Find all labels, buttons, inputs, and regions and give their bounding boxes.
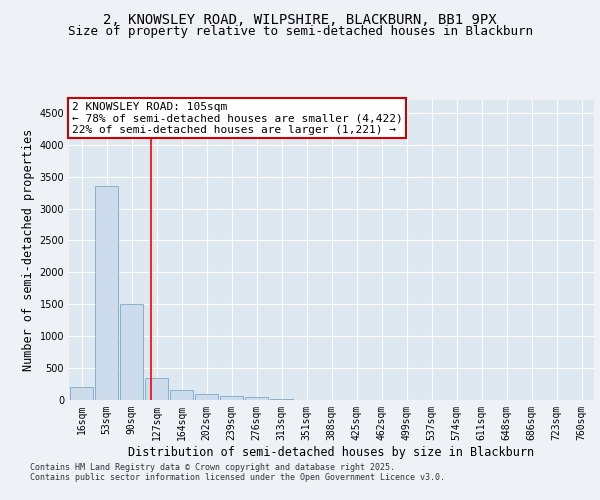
Bar — [95, 186, 118, 400]
Y-axis label: Number of semi-detached properties: Number of semi-detached properties — [22, 129, 35, 371]
Bar — [170, 390, 193, 400]
Text: Contains HM Land Registry data © Crown copyright and database right 2025.: Contains HM Land Registry data © Crown c… — [30, 462, 395, 471]
Bar — [70, 387, 94, 400]
Text: Size of property relative to semi-detached houses in Blackburn: Size of property relative to semi-detach… — [67, 25, 533, 38]
Text: 2 KNOWSLEY ROAD: 105sqm
← 78% of semi-detached houses are smaller (4,422)
22% of: 2 KNOWSLEY ROAD: 105sqm ← 78% of semi-de… — [71, 102, 403, 134]
Text: 2, KNOWSLEY ROAD, WILPSHIRE, BLACKBURN, BB1 9PX: 2, KNOWSLEY ROAD, WILPSHIRE, BLACKBURN, … — [103, 12, 497, 26]
Bar — [245, 398, 268, 400]
Text: Contains public sector information licensed under the Open Government Licence v3: Contains public sector information licen… — [30, 472, 445, 482]
Bar — [194, 394, 218, 400]
X-axis label: Distribution of semi-detached houses by size in Blackburn: Distribution of semi-detached houses by … — [128, 446, 535, 458]
Bar — [119, 304, 143, 400]
Bar — [269, 398, 293, 400]
Bar — [145, 378, 169, 400]
Bar — [220, 396, 244, 400]
